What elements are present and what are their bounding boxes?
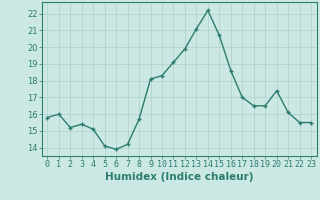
X-axis label: Humidex (Indice chaleur): Humidex (Indice chaleur) <box>105 172 253 182</box>
